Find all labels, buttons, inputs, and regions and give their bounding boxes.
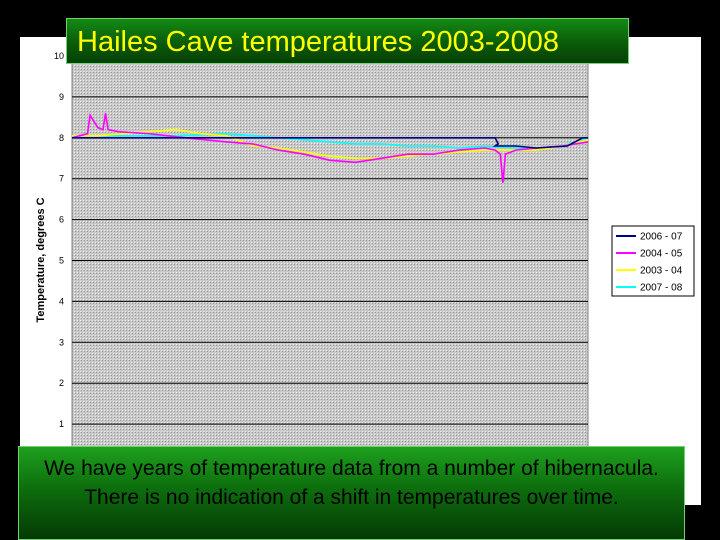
y-tick-label: 5: [59, 256, 64, 266]
y-tick-label: 10: [54, 51, 64, 61]
legend-entry: 2003 - 04: [640, 266, 683, 277]
series-line-2004-05: [71, 113, 589, 183]
y-tick-label: 7: [59, 174, 64, 184]
y-tick-label: 9: [59, 92, 64, 102]
legend-entry: 2004 - 05: [640, 249, 683, 260]
y-tick-label: 6: [59, 215, 64, 225]
y-tick-label: 2: [59, 378, 64, 388]
slide-title: Hailes Cave temperatures 2003-2008: [66, 18, 629, 64]
legend-entry: 2007 - 08: [640, 283, 683, 294]
slide-caption: We have years of temperature data from a…: [18, 446, 685, 540]
y-axis-label: Temperature, degrees C: [35, 197, 47, 322]
series-line-2006-07: [72, 137, 588, 149]
y-tick-label: 1: [59, 419, 64, 429]
legend-entry: 2006 - 07: [640, 232, 683, 243]
y-tick-label: 3: [59, 337, 64, 347]
legend: 2006 - 07 2004 - 05 2003 - 04 2007 - 08: [611, 225, 695, 297]
y-tick-label: 4: [59, 296, 64, 306]
y-tick-label: 8: [59, 133, 64, 143]
series-lines: [71, 113, 589, 183]
series-line-2003-04: [72, 128, 589, 160]
y-axis-ticks: 1 2 3 4 5 6 7 8 9 10: [54, 51, 64, 429]
